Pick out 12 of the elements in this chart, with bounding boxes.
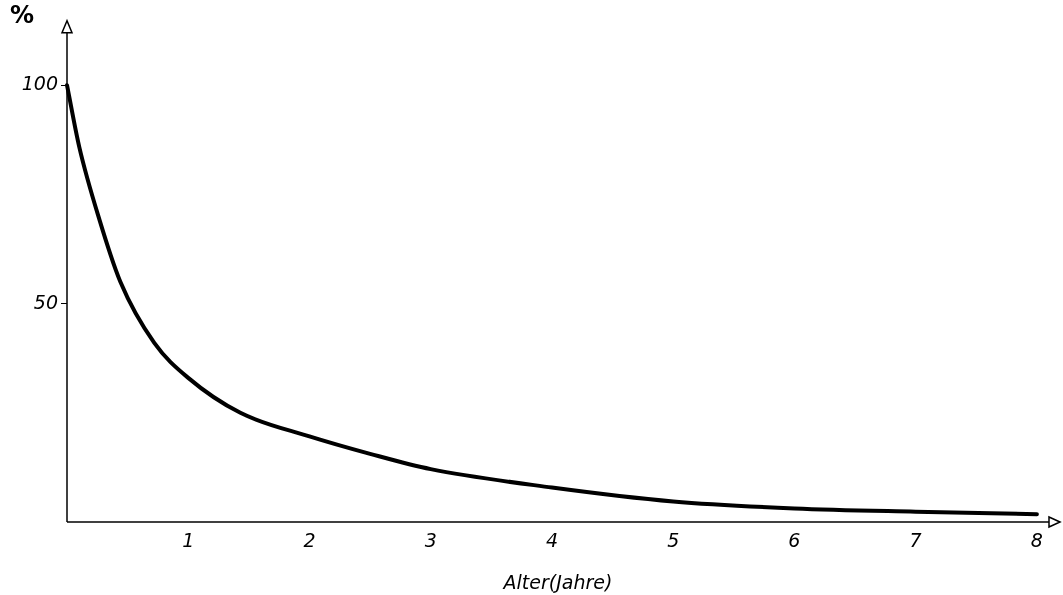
y-tick-label: 50 (33, 290, 58, 313)
x-tick-label: 7 (909, 529, 922, 552)
x-axis-title: Alter(Jahre) (501, 570, 613, 593)
x-tick-label: 8 (1030, 529, 1043, 552)
x-tick-label: 4 (545, 529, 558, 552)
x-tick-label: 2 (303, 529, 316, 552)
x-tick-label: 5 (667, 529, 680, 552)
x-tick-label: 1 (182, 529, 195, 552)
y-axis-title: % (10, 0, 35, 29)
x-tick-label: 6 (788, 529, 801, 552)
y-tick-label: 100 (21, 72, 58, 95)
x-tick-label: 3 (424, 529, 437, 552)
